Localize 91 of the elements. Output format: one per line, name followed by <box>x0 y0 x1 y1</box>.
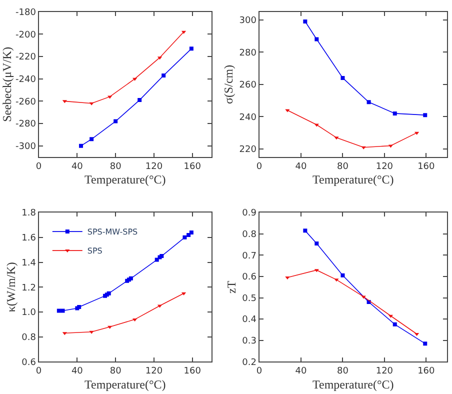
point <box>392 111 397 116</box>
y-tick-label: 0.2 <box>242 358 256 368</box>
x-tick-label: 80 <box>110 162 122 172</box>
point <box>108 96 112 99</box>
point <box>366 100 371 104</box>
x-tick-label: 120 <box>145 366 163 376</box>
point <box>340 273 345 278</box>
point <box>162 73 166 78</box>
point <box>285 276 290 280</box>
y-tick-label: 260 <box>239 80 257 91</box>
point <box>361 296 366 299</box>
y-tick-label: -280 <box>16 120 36 130</box>
y-axis-title: κ(W/m/K) <box>4 262 18 312</box>
legend-label: SPS <box>87 246 102 256</box>
x-tick-label: 40 <box>71 366 84 376</box>
x-tick-label: 120 <box>376 366 394 376</box>
y-tick-label: -300 <box>16 142 36 152</box>
x-tick-label: 160 <box>184 162 202 172</box>
x-tick-label: 0 <box>36 366 42 376</box>
point <box>189 46 194 51</box>
point <box>62 332 67 336</box>
x-tick-label: 160 <box>418 162 436 172</box>
x-axis-title: Temperature(°C) <box>312 172 394 187</box>
y-axis-title: σ(S/cm) <box>222 64 236 104</box>
y-tick-label: 300 <box>239 16 257 26</box>
y-tick-label: 0.4 <box>242 315 257 326</box>
x-tick-label: 160 <box>418 366 436 376</box>
point <box>423 113 428 118</box>
point <box>314 124 319 127</box>
x-tick-label: 40 <box>295 366 308 376</box>
point <box>79 144 84 148</box>
y-tick-label: 0.7 <box>242 251 256 262</box>
x-tick-label: 0 <box>36 162 42 172</box>
y-tick-label: 1.0 <box>22 308 36 318</box>
point <box>392 322 397 326</box>
point <box>303 19 308 24</box>
x-tick-label: 40 <box>71 162 84 172</box>
y-tick-label: 0.8 <box>242 230 257 240</box>
point <box>154 258 159 262</box>
point <box>189 230 194 234</box>
y-tick-label: 0.5 <box>242 294 256 304</box>
x-tick-label: 160 <box>184 366 202 376</box>
point <box>108 326 112 329</box>
x-tick-label: 120 <box>145 162 163 172</box>
point <box>285 109 290 112</box>
x-tick-label: 80 <box>110 366 122 376</box>
point <box>138 98 142 102</box>
point <box>314 37 319 42</box>
y-axis-title: zT <box>224 280 238 294</box>
x-tick-label: 80 <box>337 162 349 172</box>
point <box>182 235 187 240</box>
y-tick-label: 240 <box>239 112 257 123</box>
y-tick-label: -200 <box>16 30 36 40</box>
y-axis-title: Seebeck(μV/K) <box>0 46 14 122</box>
x-tick-label: 0 <box>256 162 262 172</box>
point <box>90 137 94 142</box>
y-tick-label: 1.8 <box>22 208 36 219</box>
point <box>186 232 191 237</box>
point <box>423 342 428 346</box>
point <box>303 228 308 233</box>
y-tick-label: 220 <box>239 145 257 156</box>
x-tick-label: 80 <box>337 366 349 376</box>
x-tick-label: 0 <box>256 366 262 376</box>
y-tick-label: 0.8 <box>22 332 36 343</box>
point <box>60 308 65 313</box>
point <box>314 269 319 272</box>
y-tick-label: 1.6 <box>22 234 36 244</box>
y-tick-label: 280 <box>239 48 257 58</box>
y-tick-label: -180 <box>16 8 36 18</box>
y-tick-label: 0.6 <box>22 358 36 368</box>
legend-label: SPS-MW-SPS <box>87 228 138 237</box>
point <box>334 278 339 282</box>
y-tick-label: -220 <box>16 52 36 63</box>
point <box>314 241 319 246</box>
x-axis-title: Temperature(°C) <box>312 377 394 392</box>
y-tick-label: -240 <box>16 74 36 85</box>
y-tick-label: 0.3 <box>242 336 256 347</box>
point <box>62 100 67 104</box>
point <box>340 76 345 80</box>
y-tick-label: 1.4 <box>22 258 36 268</box>
x-axis-title: Temperature(°C) <box>84 172 166 187</box>
y-tick-label: 0.9 <box>242 208 257 219</box>
y-tick-label: 1.2 <box>22 283 36 294</box>
x-axis-title: Temperature(°C) <box>84 377 166 392</box>
point <box>56 308 61 313</box>
y-tick-label: 0.6 <box>242 272 257 283</box>
x-tick-label: 120 <box>376 162 394 172</box>
point <box>114 119 118 124</box>
x-tick-label: 40 <box>295 162 308 172</box>
point <box>334 136 339 140</box>
y-tick-label: -260 <box>16 97 36 108</box>
